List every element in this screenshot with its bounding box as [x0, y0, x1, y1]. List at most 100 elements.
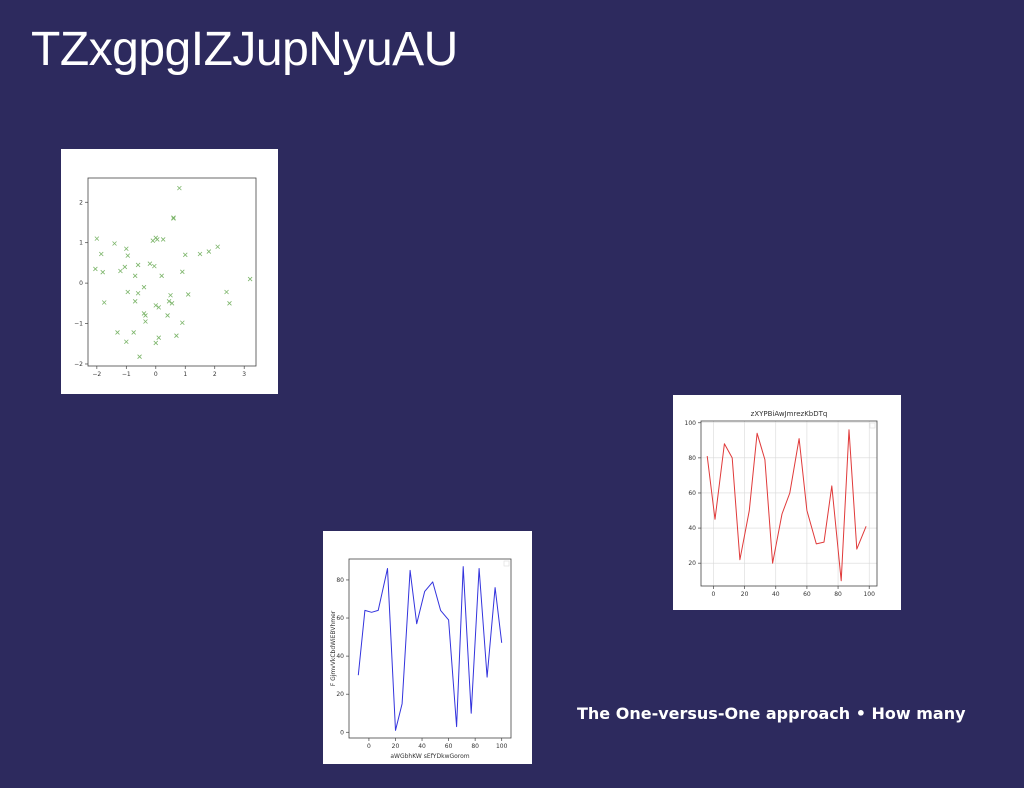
- scatter-point-stroke: [180, 320, 185, 326]
- scatter-point-stroke: [168, 292, 173, 298]
- scatter-point: [182, 252, 188, 258]
- scatter-point-stroke: [171, 216, 176, 221]
- scatter-point: [131, 330, 136, 335]
- scatter-point: [125, 289, 131, 295]
- scatter-point: [156, 335, 162, 340]
- x-tick-label: 60: [445, 743, 453, 750]
- scatter-point: [124, 339, 129, 345]
- legend-box: [503, 560, 510, 567]
- scatter-point-stroke: [132, 299, 138, 304]
- scatter-point-stroke: [147, 261, 153, 266]
- scatter-point-stroke: [93, 266, 98, 272]
- scatter-point-stroke: [125, 289, 131, 295]
- scatter-point: [224, 289, 229, 295]
- scatter-point-stroke: [177, 185, 182, 191]
- x-tick-label: 0: [712, 591, 716, 598]
- scatter-point-stroke: [171, 215, 176, 220]
- scatter-point: [166, 299, 172, 304]
- scatter-point: [135, 262, 141, 268]
- x-tick-label: 0: [367, 743, 371, 750]
- y-tick-label: −2: [74, 361, 83, 368]
- scatter-point: [143, 319, 148, 324]
- x-axis-label: aWGbhKW sEfYDkwGorom: [390, 753, 469, 760]
- scatter-point-stroke: [153, 303, 159, 308]
- y-tick-label: 80: [336, 577, 344, 584]
- scatter-point: [135, 290, 141, 296]
- x-tick-label: 40: [772, 591, 780, 598]
- scatter-point: [197, 251, 203, 257]
- x-tick-label: 80: [471, 743, 479, 750]
- scatter-point: [154, 237, 160, 242]
- scatter-point-stroke: [156, 305, 162, 310]
- scatter-chart: −2 −1 0 1 2 3 −2 −1 0 1 2: [74, 177, 257, 378]
- scatter-point: [159, 273, 164, 279]
- scatter-point-stroke: [124, 339, 129, 345]
- scatter-point-stroke: [166, 299, 172, 304]
- scatter-point: [94, 236, 100, 241]
- scatter-point: [137, 354, 142, 359]
- series-line: [357, 566, 503, 731]
- scatter-point-stroke: [131, 330, 136, 335]
- scatter-point: [100, 269, 106, 275]
- y-tick-label: 1: [79, 240, 83, 247]
- x-tick-label: −1: [122, 371, 131, 378]
- x-tick-label: 100: [863, 591, 875, 598]
- y-tick-label: 60: [336, 615, 344, 622]
- scatter-point: [132, 273, 138, 279]
- scatter-point-stroke: [135, 290, 141, 296]
- x-tick-label: 20: [392, 743, 400, 750]
- y-tick-label: 40: [336, 653, 344, 660]
- plot-frame: [87, 177, 257, 367]
- scatter-point: [169, 301, 175, 306]
- scatter-point-stroke: [197, 251, 203, 257]
- slide-title: TZxgpgIZJupNyuAU: [31, 23, 458, 76]
- scatter-point-stroke: [112, 241, 117, 246]
- scatter-point: [227, 301, 232, 306]
- scatter-point: [122, 264, 128, 270]
- scatter-point-stroke: [115, 330, 120, 335]
- legend-box: [869, 422, 876, 429]
- scatter-point-stroke: [98, 251, 104, 257]
- x-tick-label: 2: [213, 371, 217, 378]
- scatter-point-stroke: [141, 284, 147, 290]
- scatter-point-stroke: [143, 319, 148, 324]
- scatter-point-stroke: [182, 252, 188, 258]
- scatter-point: [115, 330, 120, 335]
- scatter-point-stroke: [174, 333, 179, 338]
- scatter-point: [215, 244, 220, 250]
- scatter-point: [152, 263, 157, 269]
- scatter-point: [153, 340, 159, 346]
- scatter-point: [247, 276, 253, 282]
- y-tick-label: 20: [336, 691, 344, 698]
- blue-line-chart-card: 0 20 40 60 80 100 0 20 40 60 80 aWGbhKW sEfYDkwGoro…: [323, 531, 532, 764]
- scatter-chart-card: −2 −1 0 1 2 3 −2 −1 0 1 2: [61, 149, 278, 394]
- scatter-point: [165, 313, 170, 318]
- scatter-point: [141, 284, 147, 290]
- scatter-point: [185, 292, 191, 297]
- scatter-point-stroke: [101, 300, 107, 305]
- scatter-point-stroke: [206, 249, 212, 254]
- y-tick-label: 2: [79, 199, 83, 206]
- scatter-point: [177, 185, 182, 191]
- scatter-point-stroke: [247, 276, 253, 282]
- scatter-point: [124, 246, 129, 252]
- plot-frame: [700, 420, 878, 587]
- scatter-point-stroke: [132, 273, 138, 279]
- scatter-point: [125, 253, 131, 258]
- scatter-point-stroke: [224, 289, 229, 295]
- scatter-point-stroke: [160, 237, 166, 242]
- x-tick-label: 20: [741, 591, 749, 598]
- scatter-point-stroke: [156, 335, 162, 340]
- x-tick-label: 100: [496, 743, 508, 750]
- y-tick-label: −1: [74, 321, 83, 328]
- slide-caption: The One-versus-One approach • How many: [577, 704, 966, 723]
- scatter-point: [180, 320, 185, 326]
- y-tick-label: 0: [340, 729, 344, 736]
- scatter-point-stroke: [180, 269, 185, 275]
- scatter-point-stroke: [125, 253, 131, 258]
- scatter-point-stroke: [135, 262, 141, 268]
- scatter-point: [160, 237, 166, 242]
- scatter-point: [112, 241, 117, 246]
- scatter-point-stroke: [169, 301, 175, 306]
